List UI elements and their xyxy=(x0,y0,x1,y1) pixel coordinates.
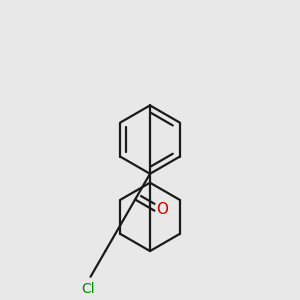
Text: Cl: Cl xyxy=(81,282,94,296)
Text: O: O xyxy=(156,202,168,217)
